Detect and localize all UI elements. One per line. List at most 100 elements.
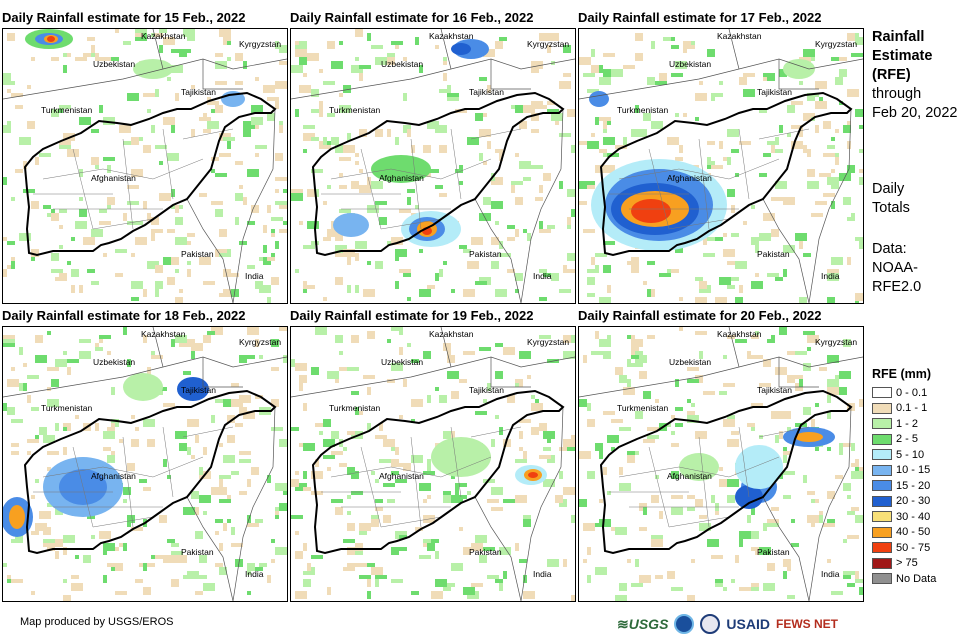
rain-cells — [3, 29, 287, 303]
legend-swatch — [872, 418, 892, 430]
country-label-tajikistan: Tajikistan — [757, 87, 792, 97]
panel-feb16: Daily Rainfall estimate for 16 Feb., 202… — [288, 10, 578, 306]
side-daily: Daily Totals — [872, 180, 910, 218]
country-label-tajikistan: Tajikistan — [181, 87, 216, 97]
country-label-pakistan: Pakistan — [181, 547, 214, 557]
legend-label: 2 - 5 — [896, 433, 919, 446]
legend-label: 40 - 50 — [896, 526, 931, 539]
panel-title: Daily Rainfall estimate for 17 Feb., 202… — [578, 10, 822, 25]
map-canvas: Kazakhstan Uzbekistan Kyrgyzstan Tajikistan… — [291, 29, 575, 303]
country-label-kazakhstan: Kazakhstan — [141, 31, 186, 41]
legend-label: 30 - 40 — [896, 510, 931, 523]
rain-cells — [291, 29, 575, 301]
country-borders — [579, 29, 863, 303]
legend-item: > 75 — [872, 556, 936, 572]
panel-title: Daily Rainfall estimate for 18 Feb., 202… — [2, 308, 246, 323]
rainfall-map[interactable]: Kazakhstan Uzbekistan Kyrgyzstan Tajikistan… — [2, 326, 288, 602]
side-data-source: Data: NOAA- RFE2.0 — [872, 240, 921, 297]
panel-title: Daily Rainfall estimate for 19 Feb., 202… — [290, 308, 534, 323]
country-label-india: India — [533, 569, 552, 579]
country-label-india: India — [821, 569, 840, 579]
panel-feb18: Daily Rainfall estimate for 18 Feb., 202… — [0, 308, 290, 604]
province-boundaries — [321, 426, 522, 528]
province-boundaries — [33, 426, 234, 528]
panel-title: Daily Rainfall estimate for 15 Feb., 202… — [2, 10, 246, 25]
map-canvas: Kazakhstan Uzbekistan Kyrgyzstan Tajikistan… — [3, 29, 287, 303]
rain-cells — [291, 327, 575, 601]
legend-label: 10 - 15 — [896, 464, 931, 477]
panel-feb15: Daily Rainfall estimate for 15 Feb., 202… — [0, 10, 290, 306]
country-label-turkmenistan: Turkmenistan — [617, 105, 668, 115]
country-label-uzbekistan: Uzbekistan — [669, 59, 711, 69]
logo-strip: ≋USGS USAID FEWS NET — [617, 612, 838, 636]
legend-swatch — [872, 480, 892, 492]
legend-swatch — [872, 387, 892, 399]
country-borders — [579, 327, 863, 601]
legend-item: 1 - 2 — [872, 416, 936, 432]
legend-label: No Data — [896, 572, 937, 585]
fewsnet-logo: FEWS NET — [775, 617, 838, 631]
province-boundaries — [609, 128, 810, 230]
panel-title: Daily Rainfall estimate for 16 Feb., 202… — [290, 10, 534, 25]
data-line: NOAA- — [872, 260, 918, 276]
panel-feb19: Daily Rainfall estimate for 19 Feb., 202… — [288, 308, 578, 604]
through-line: through — [872, 86, 922, 102]
legend-swatch — [872, 526, 892, 538]
noaa-logo — [674, 614, 695, 634]
legend-swatch — [872, 542, 892, 554]
legend-label: 20 - 30 — [896, 495, 931, 508]
country-label-uzbekistan: Uzbekistan — [93, 59, 135, 69]
legend-item: No Data — [872, 571, 936, 587]
legend-swatch — [872, 557, 892, 569]
rainfall-map[interactable]: Kazakhstan Uzbekistan Kyrgyzstan Tajikistan… — [290, 326, 576, 602]
side-title: Rainfall Estimate (RFE) through Feb 20, … — [872, 28, 957, 123]
afghanistan-border — [311, 389, 565, 555]
legend-label: 1 - 2 — [896, 417, 919, 430]
rainfall-map[interactable]: Kazakhstan Uzbekistan Kyrgyzstan Tajikistan… — [290, 28, 576, 304]
country-borders — [291, 29, 575, 303]
country-label-uzbekistan: Uzbekistan — [93, 357, 135, 367]
legend-item: 2 - 5 — [872, 432, 936, 448]
afghanistan-border — [23, 91, 277, 257]
legend-item: 20 - 30 — [872, 494, 936, 510]
legend-item: 40 - 50 — [872, 525, 936, 541]
country-label-tajikistan: Tajikistan — [181, 385, 216, 395]
legend-swatch — [872, 573, 892, 585]
country-label-kazakhstan: Kazakhstan — [717, 31, 762, 41]
country-label-kazakhstan: Kazakhstan — [429, 31, 474, 41]
country-label-uzbekistan: Uzbekistan — [669, 357, 711, 367]
country-label-kyrgyzstan: Kyrgyzstan — [527, 39, 569, 49]
map-canvas: Kazakhstan Uzbekistan Kyrgyzstan Tajikistan… — [579, 29, 863, 303]
title-line: (RFE) — [872, 67, 911, 83]
legend-label: > 75 — [896, 557, 918, 570]
map-canvas: Kazakhstan Uzbekistan Kyrgyzstan Tajikistan… — [579, 327, 863, 601]
legend-item: 5 - 10 — [872, 447, 936, 463]
rainfall-map[interactable]: Kazakhstan Uzbekistan Kyrgyzstan Tajikistan… — [2, 28, 288, 304]
afghanistan-border — [311, 91, 565, 257]
country-label-pakistan: Pakistan — [469, 249, 502, 259]
province-boundaries — [33, 128, 234, 230]
legend-swatch — [872, 511, 892, 523]
legend-item: 50 - 75 — [872, 540, 936, 556]
panel-title: Daily Rainfall estimate for 20 Feb., 202… — [578, 308, 822, 323]
usaid-logo: USAID — [726, 616, 770, 632]
country-label-kazakhstan: Kazakhstan — [141, 329, 186, 339]
country-label-afghanistan: Afghanistan — [91, 173, 136, 183]
country-label-kyrgyzstan: Kyrgyzstan — [527, 337, 569, 347]
country-label-india: India — [245, 569, 264, 579]
rainfall-map[interactable]: Kazakhstan Uzbekistan Kyrgyzstan Tajikistan… — [578, 326, 864, 602]
country-label-uzbekistan: Uzbekistan — [381, 59, 423, 69]
afghanistan-border — [23, 389, 277, 555]
legend-swatch — [872, 402, 892, 414]
country-label-afghanistan: Afghanistan — [379, 471, 424, 481]
country-label-turkmenistan: Turkmenistan — [329, 403, 380, 413]
rainfall-map[interactable]: Kazakhstan Uzbekistan Kyrgyzstan Tajikistan… — [578, 28, 864, 304]
legend-item: 0.1 - 1 — [872, 401, 936, 417]
country-label-afghanistan: Afghanistan — [91, 471, 136, 481]
country-label-turkmenistan: Turkmenistan — [41, 403, 92, 413]
country-label-tajikistan: Tajikistan — [757, 385, 792, 395]
legend-item: 0 - 0.1 — [872, 385, 936, 401]
credit-text: Map produced by USGS/EROS — [20, 616, 174, 628]
afghanistan-border — [599, 389, 853, 555]
legend-label: 15 - 20 — [896, 479, 931, 492]
